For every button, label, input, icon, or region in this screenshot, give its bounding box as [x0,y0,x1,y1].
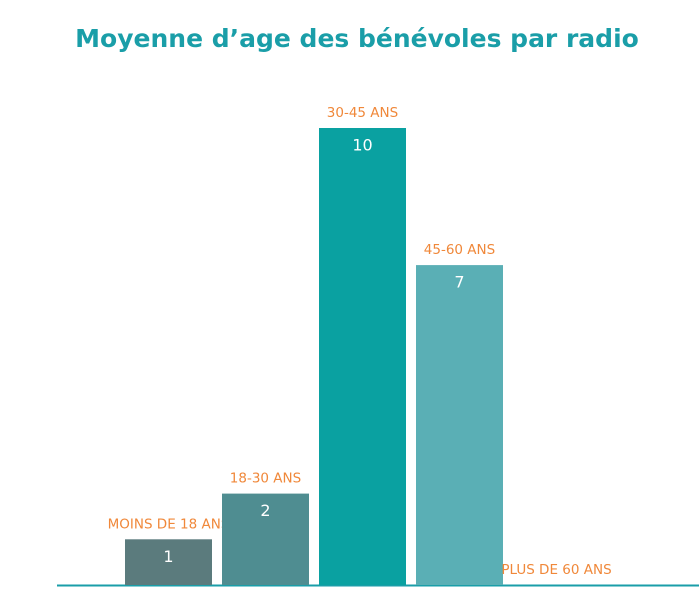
value-label: 7 [454,273,464,292]
bar [416,265,503,585]
category-label: 45-60 ANS [424,242,495,258]
category-label: 18-30 ANS [230,471,301,487]
bar [125,539,212,585]
bar [319,128,406,585]
value-label: 2 [260,501,270,520]
category-label: PLUS DE 60 ANS [501,562,611,578]
value-label: 10 [352,136,372,155]
category-label: MOINS DE 18 ANS [108,516,230,532]
value-label: 1 [163,547,173,566]
category-label: 30-45 ANS [327,105,398,121]
chart-title: Moyenne d’age des bénévoles par radio [75,24,639,53]
bar [222,493,309,585]
